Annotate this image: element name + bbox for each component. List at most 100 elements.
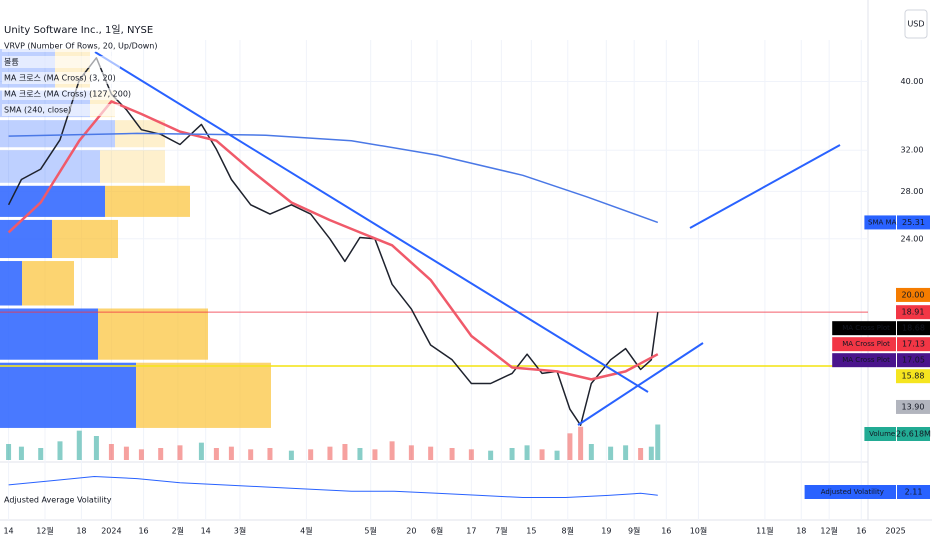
price-series bbox=[7, 57, 659, 426]
tag-name: MA Cross Plot bbox=[842, 340, 890, 348]
x-tick-label: 2024 bbox=[101, 527, 121, 536]
tag-name-box bbox=[864, 215, 896, 230]
tag-name-box bbox=[832, 321, 896, 336]
x-tick-label: 16 bbox=[138, 527, 148, 536]
volume-bar bbox=[372, 449, 378, 460]
price-series bbox=[7, 100, 659, 381]
volume-bar bbox=[567, 433, 573, 460]
currency-box[interactable] bbox=[904, 9, 928, 39]
tag-box bbox=[896, 287, 930, 302]
x-tick-label: 2월 bbox=[172, 526, 184, 536]
volume-bar bbox=[327, 446, 333, 460]
volatility-title: Adjusted Average Volatility bbox=[4, 496, 112, 505]
tag-name-box bbox=[804, 485, 896, 499]
volume-bar bbox=[655, 424, 661, 460]
tag-value: 17.13 bbox=[902, 340, 925, 349]
currency[interactable]: USD bbox=[907, 20, 924, 29]
y-tick-label: 40.00 bbox=[901, 77, 924, 86]
x-tick-label: 9월 bbox=[628, 526, 640, 536]
x-tick-label: 16 bbox=[661, 527, 671, 536]
tag-value: 25.31 bbox=[902, 218, 925, 227]
volume-bar bbox=[288, 450, 294, 460]
volume-bar bbox=[342, 444, 348, 460]
trend-line bbox=[94, 51, 649, 393]
vrvp-up bbox=[0, 185, 105, 217]
tag-value: 2.11 bbox=[905, 488, 923, 497]
tag-box bbox=[897, 353, 930, 368]
tag-box bbox=[897, 337, 930, 352]
tag-box bbox=[896, 369, 930, 384]
vrvp-up bbox=[0, 362, 136, 428]
tag-box bbox=[897, 485, 930, 499]
tag-box bbox=[896, 399, 930, 414]
volume-bar bbox=[18, 446, 24, 460]
volume-bar bbox=[408, 445, 414, 460]
tag-name-box bbox=[832, 337, 896, 352]
volume-bar bbox=[267, 448, 273, 460]
volume-bar bbox=[123, 446, 129, 460]
volume-bar bbox=[38, 448, 44, 460]
volume-bar bbox=[308, 449, 314, 460]
x-tick-label: 14 bbox=[3, 527, 13, 536]
volume-bar bbox=[158, 448, 164, 460]
x-tick-label: 20 bbox=[406, 527, 416, 536]
tag-value: 20.00 bbox=[902, 290, 925, 299]
x-tick-label: 18 bbox=[796, 527, 806, 536]
vrvp-down bbox=[52, 219, 118, 259]
x-tick-label: 4월 bbox=[300, 526, 312, 536]
volume-bar bbox=[389, 441, 395, 460]
chart-title: Unity Software Inc., 1일, NYSE bbox=[4, 24, 153, 36]
volume-bar bbox=[177, 445, 183, 460]
vrvp-up bbox=[0, 219, 52, 259]
x-tick-label: 7월 bbox=[495, 526, 507, 536]
legend-entry: MA 크로스 (MA Cross) (3, 20) bbox=[4, 74, 116, 83]
trend-line bbox=[577, 342, 704, 426]
volume-bar bbox=[488, 450, 494, 460]
x-tick-label: 18 bbox=[76, 527, 86, 536]
legend-entry: SMA (240, close) bbox=[4, 106, 71, 115]
volume-bar bbox=[228, 446, 234, 460]
vrvp-down bbox=[100, 150, 165, 183]
volume-bar bbox=[57, 441, 63, 460]
volume-bar bbox=[578, 426, 584, 460]
volume-bar bbox=[449, 448, 455, 460]
legend-bg bbox=[2, 104, 120, 116]
volume-bar bbox=[623, 445, 629, 460]
volume-bar bbox=[608, 446, 614, 460]
legend-bg bbox=[2, 40, 120, 52]
x-tick-label: 11월 bbox=[756, 526, 774, 536]
tag-value: 17.05 bbox=[902, 356, 925, 365]
y-tick-label: 24.00 bbox=[901, 234, 924, 243]
tag-name: SMA MA bbox=[868, 218, 897, 226]
legend-bg bbox=[2, 88, 120, 100]
vrvp-down bbox=[98, 308, 208, 360]
x-tick-label: 14 bbox=[201, 527, 211, 536]
x-tick-label: 2025 bbox=[885, 527, 905, 536]
tag-box bbox=[897, 215, 930, 230]
tag-value: 13.90 bbox=[902, 402, 925, 411]
y-tick-label: 28.00 bbox=[901, 187, 924, 196]
volume-bar bbox=[213, 448, 219, 460]
tag-value: 18.68 bbox=[902, 324, 925, 333]
legend-entry: MA 크로스 (MA Cross) (127, 200) bbox=[4, 90, 131, 99]
vrvp-down bbox=[105, 185, 190, 217]
x-tick-label: 6월 bbox=[431, 526, 443, 536]
legend-bg bbox=[2, 72, 120, 84]
tag-box bbox=[897, 321, 930, 336]
tag-box bbox=[896, 305, 930, 320]
volume-bar bbox=[588, 444, 594, 460]
tag-name: MA Cross Plot bbox=[842, 356, 890, 364]
volume-bar bbox=[198, 442, 204, 460]
x-tick-label: 17 bbox=[466, 527, 476, 536]
volume-bar bbox=[509, 448, 515, 460]
x-tick-label: 15 bbox=[526, 527, 536, 536]
legend-bg bbox=[2, 56, 120, 68]
volume-bar bbox=[539, 449, 545, 460]
volatility-line bbox=[8, 475, 658, 498]
volume-bar bbox=[108, 444, 114, 460]
volume-bar bbox=[6, 444, 12, 460]
tag-value: 18.91 bbox=[902, 308, 925, 317]
tag-box bbox=[897, 427, 930, 441]
